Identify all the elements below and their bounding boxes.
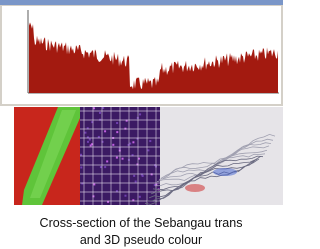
speckle [104, 166, 106, 168]
speckle [87, 141, 89, 143]
mesh-patch [213, 168, 237, 176]
surface-view [160, 107, 283, 205]
speckle [129, 143, 131, 145]
speckle [98, 136, 100, 138]
speckle [93, 183, 95, 185]
mesh-patch [185, 184, 205, 192]
speckle [139, 196, 141, 198]
speckle [149, 140, 151, 142]
speckle [112, 144, 114, 146]
speckle [135, 181, 137, 183]
speckle [147, 149, 149, 151]
speckle [122, 158, 124, 160]
speckle [116, 131, 118, 133]
speckle [80, 154, 82, 156]
caption-line: and 3D pseudo colour [80, 233, 202, 247]
speckle [99, 112, 101, 114]
speckle [84, 132, 86, 134]
screenshot: Cross-section of the Sebangau trans and … [0, 0, 283, 249]
speckle [116, 122, 118, 124]
caption-line: Cross-section of the Sebangau trans [40, 216, 243, 230]
speckle [100, 166, 102, 168]
speckle [124, 195, 126, 197]
speckle [104, 130, 106, 132]
speckle [139, 113, 141, 115]
speckle [106, 160, 108, 162]
speckle [80, 166, 82, 168]
page: Cross-section of the Sebangau trans and … [0, 0, 283, 249]
speckle [132, 141, 134, 143]
speckle [102, 107, 104, 109]
title-bar [0, 0, 283, 5]
speckle [133, 175, 135, 177]
speckle [89, 139, 91, 141]
speckle [116, 157, 118, 159]
